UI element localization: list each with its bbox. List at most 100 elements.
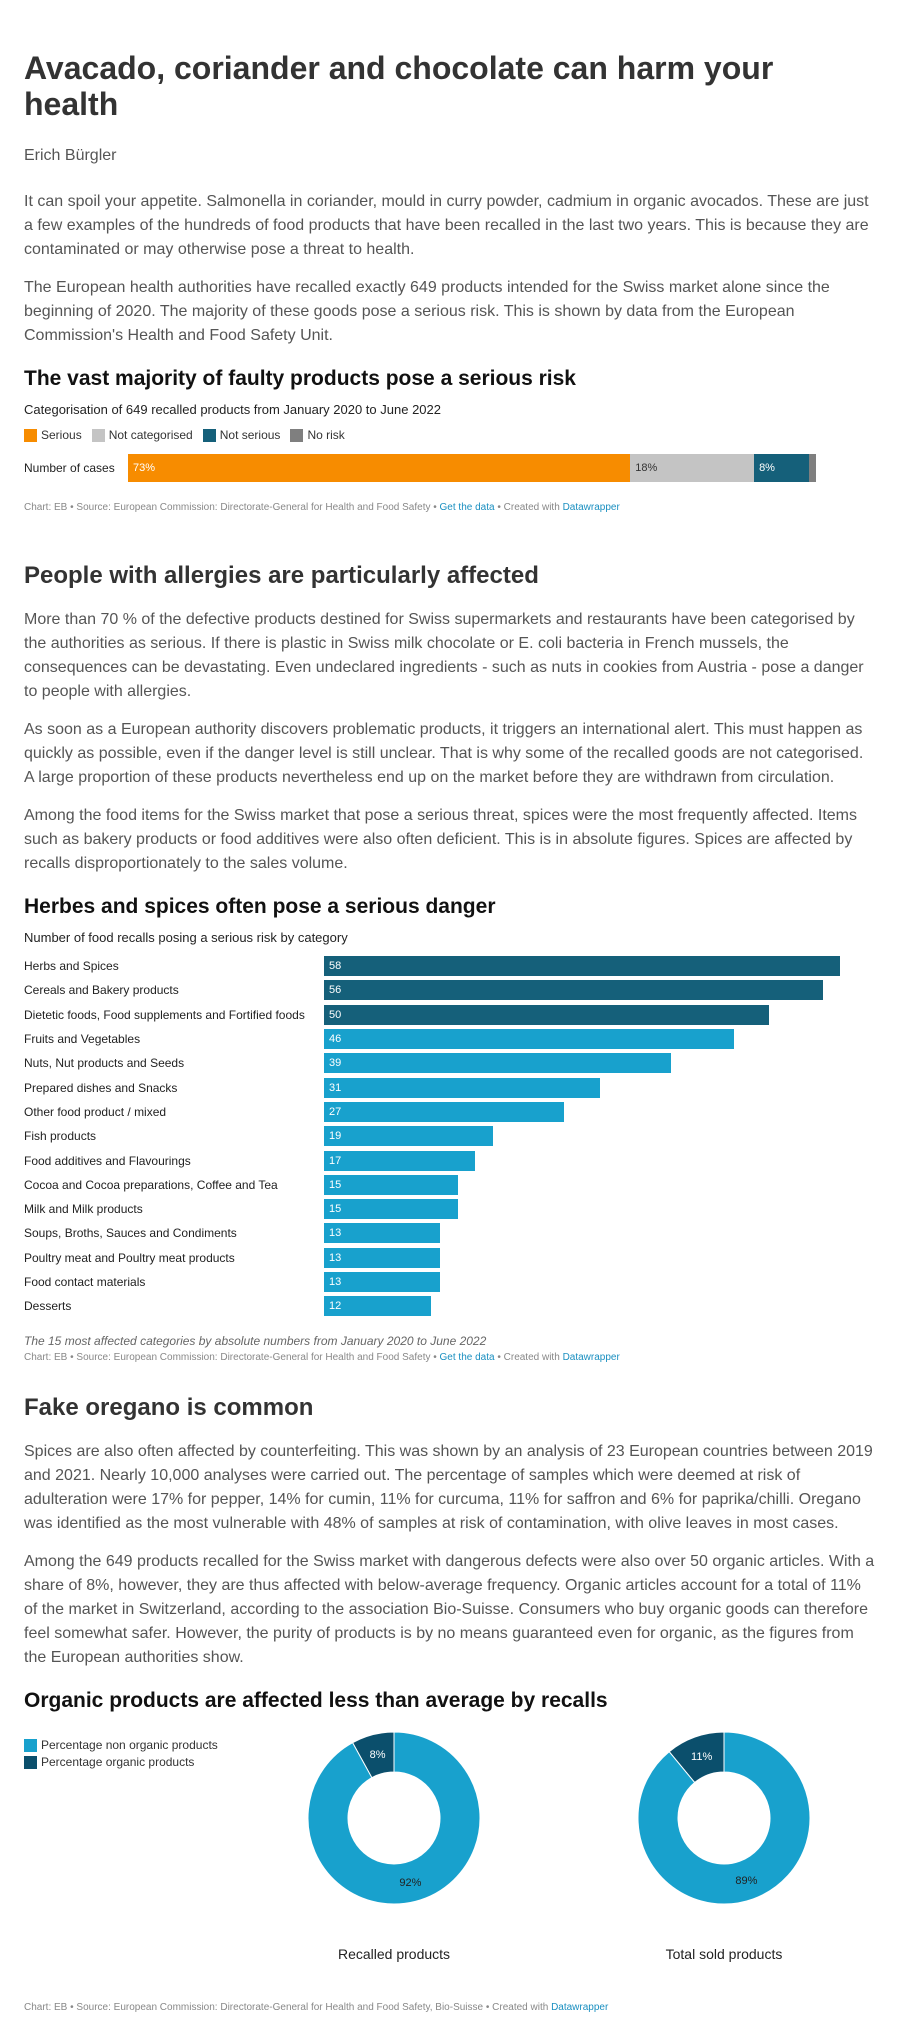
- paragraph-allergies: More than 70 % of the defective products…: [24, 611, 864, 700]
- legend-swatch: [91, 428, 105, 442]
- chart-subtitle: Number of food recalls posing a serious …: [24, 930, 348, 945]
- bar-track: 39: [324, 1053, 876, 1074]
- section-heading-allergies: People with allergies are particularly a…: [24, 562, 539, 589]
- bar-category-label: Cocoa and Cocoa preparations, Coffee and…: [24, 1177, 278, 1192]
- segment-not-categorised: 18%: [630, 454, 755, 482]
- chart-risk-categorisation: The vast majority of faulty products pos…: [24, 366, 876, 514]
- legend-swatch: [290, 428, 304, 442]
- bar: 58: [324, 956, 841, 977]
- author-name: Erich Bürgler: [24, 147, 117, 164]
- bar-track: 13: [324, 1223, 876, 1244]
- datawrapper-link[interactable]: Datawrapper: [551, 2002, 609, 2014]
- bar: 46: [324, 1029, 734, 1050]
- bar: 13: [324, 1247, 440, 1268]
- bar-track: 46: [324, 1029, 876, 1050]
- bar-track: 15: [324, 1199, 876, 1220]
- chart-title: Organic products are affected less than …: [24, 1689, 608, 1713]
- bar-category-label: Food additives and Flavourings: [24, 1153, 191, 1168]
- bar: 12: [324, 1296, 431, 1317]
- article-title: Avacado, coriander and chocolate can har…: [24, 50, 774, 122]
- donut-slice: [307, 1731, 481, 1905]
- bar-track: 12: [324, 1296, 876, 1317]
- bar-category-label: Dietetic foods, Food supplements and For…: [24, 1007, 305, 1022]
- bar-row: Prepared dishes and Snacks 31: [24, 1075, 876, 1099]
- credit-source: Chart: EB • Source: European Commission:…: [24, 2002, 552, 2014]
- paragraph-alert: As soon as a European authority discover…: [24, 721, 864, 786]
- donut-area: Percentage non organic products Percenta…: [24, 1724, 876, 1974]
- bar-row: Cereals and Bakery products 56: [24, 978, 876, 1002]
- bar: 27: [324, 1101, 565, 1122]
- donut-label-total-sold: Total sold products: [665, 1946, 783, 1963]
- credit-source: Chart: EB • Source: European Commission:…: [24, 502, 440, 513]
- bar-row: Fish products 19: [24, 1124, 876, 1148]
- bar-category-label: Desserts: [24, 1299, 72, 1314]
- bar: 56: [324, 980, 823, 1001]
- legend-item-no-risk: No risk: [290, 428, 345, 442]
- paragraph-recalls: The European health authorities have rec…: [24, 279, 830, 344]
- bar-row: Desserts 12: [24, 1294, 876, 1318]
- chart-serious-risk-categories: Herbes and spices often pose a serious d…: [24, 894, 876, 1364]
- credit-middle: • Created with: [494, 1352, 563, 1364]
- bar-category-label: Cereals and Bakery products: [24, 983, 179, 998]
- donut-slice-label: 92%: [399, 1877, 421, 1889]
- stacked-bar-row: Number of cases 73% 18% 8%: [24, 454, 876, 482]
- legend-label: No risk: [307, 428, 345, 442]
- chart-organic-products: Organic products are affected less than …: [24, 1688, 876, 2014]
- chart-subtitle: Categorisation of 649 recalled products …: [24, 402, 441, 417]
- bar-row: Poultry meat and Poultry meat products 13: [24, 1246, 876, 1270]
- bar-row: Food additives and Flavourings 17: [24, 1148, 876, 1172]
- datawrapper-link[interactable]: Datawrapper: [562, 502, 620, 513]
- bar-row: Fruits and Vegetables 46: [24, 1027, 876, 1051]
- bar-track: 19: [324, 1126, 876, 1147]
- donut-slice-label: 8%: [370, 1750, 386, 1762]
- bar-track: 50: [324, 1004, 876, 1025]
- chart-caption: The 15 most affected categories by absol…: [24, 1334, 487, 1349]
- bar-row: Other food product / mixed 27: [24, 1100, 876, 1124]
- chart-credit: Chart: EB • Source: European Commission:…: [24, 1352, 876, 1364]
- bar-track: 27: [324, 1101, 876, 1122]
- bar-track: 15: [324, 1174, 876, 1195]
- bar: 31: [324, 1077, 600, 1098]
- paragraph-spices: Among the food items for the Swiss marke…: [24, 807, 857, 872]
- bar-row: Milk and Milk products 15: [24, 1197, 876, 1221]
- bar: 13: [324, 1223, 440, 1244]
- bar: 13: [324, 1272, 440, 1292]
- bar-track: 56: [324, 980, 876, 1001]
- chart-credit: Chart: EB • Source: European Commission:…: [24, 2002, 876, 2014]
- paragraph-organic: Among the 649 products recalled for the …: [24, 1553, 875, 1667]
- segment-not-serious: 8%: [754, 454, 810, 482]
- donut-charts: 8% 92% 11% 89%: [307, 1731, 811, 1905]
- legend-label: Not serious: [219, 428, 281, 442]
- bar: 15: [324, 1174, 458, 1195]
- get-data-link[interactable]: Get the data: [439, 1352, 495, 1364]
- bar-track: 31: [324, 1077, 876, 1098]
- legend-item-organic: Percentage organic products: [24, 1755, 218, 1769]
- stacked-bar-category: Number of cases: [24, 461, 115, 475]
- paragraph-intro: It can spoil your appetite. Salmonella i…: [24, 193, 869, 258]
- legend-item-serious: Serious: [24, 428, 82, 442]
- chart-credit: Chart: EB • Source: European Commission:…: [24, 502, 876, 514]
- bar-row: Food contact materials 13: [24, 1270, 876, 1294]
- bar-category-label: Fruits and Vegetables: [24, 1032, 141, 1047]
- legend-swatch: [24, 1755, 37, 1769]
- datawrapper-link[interactable]: Datawrapper: [562, 1352, 620, 1364]
- bar-row: Cocoa and Cocoa preparations, Coffee and…: [24, 1173, 876, 1197]
- bar-category-label: Herbs and Spices: [24, 959, 119, 974]
- legend-label: Not categorised: [108, 428, 193, 442]
- bar: 19: [324, 1126, 494, 1147]
- segment-no-risk: [809, 454, 816, 482]
- legend-item-non-organic: Percentage non organic products: [24, 1738, 218, 1752]
- legend-swatch: [202, 428, 216, 442]
- stacked-bar: 73% 18% 8%: [128, 454, 816, 482]
- legend-item-not-categorised: Not categorised: [91, 428, 193, 442]
- bar-track: 13: [324, 1247, 876, 1268]
- bar-category-label: Soups, Broths, Sauces and Condiments: [24, 1226, 237, 1241]
- segment-serious: 73%: [128, 454, 631, 482]
- get-data-link[interactable]: Get the data: [439, 502, 495, 513]
- credit-middle: • Created with: [494, 502, 563, 513]
- chart-title: The vast majority of faulty products pos…: [24, 367, 576, 390]
- section-heading-oregano: Fake oregano is common: [24, 1394, 314, 1422]
- bar: 15: [324, 1199, 458, 1220]
- legend-item-not-serious: Not serious: [202, 428, 281, 442]
- bar-track: 58: [324, 956, 876, 977]
